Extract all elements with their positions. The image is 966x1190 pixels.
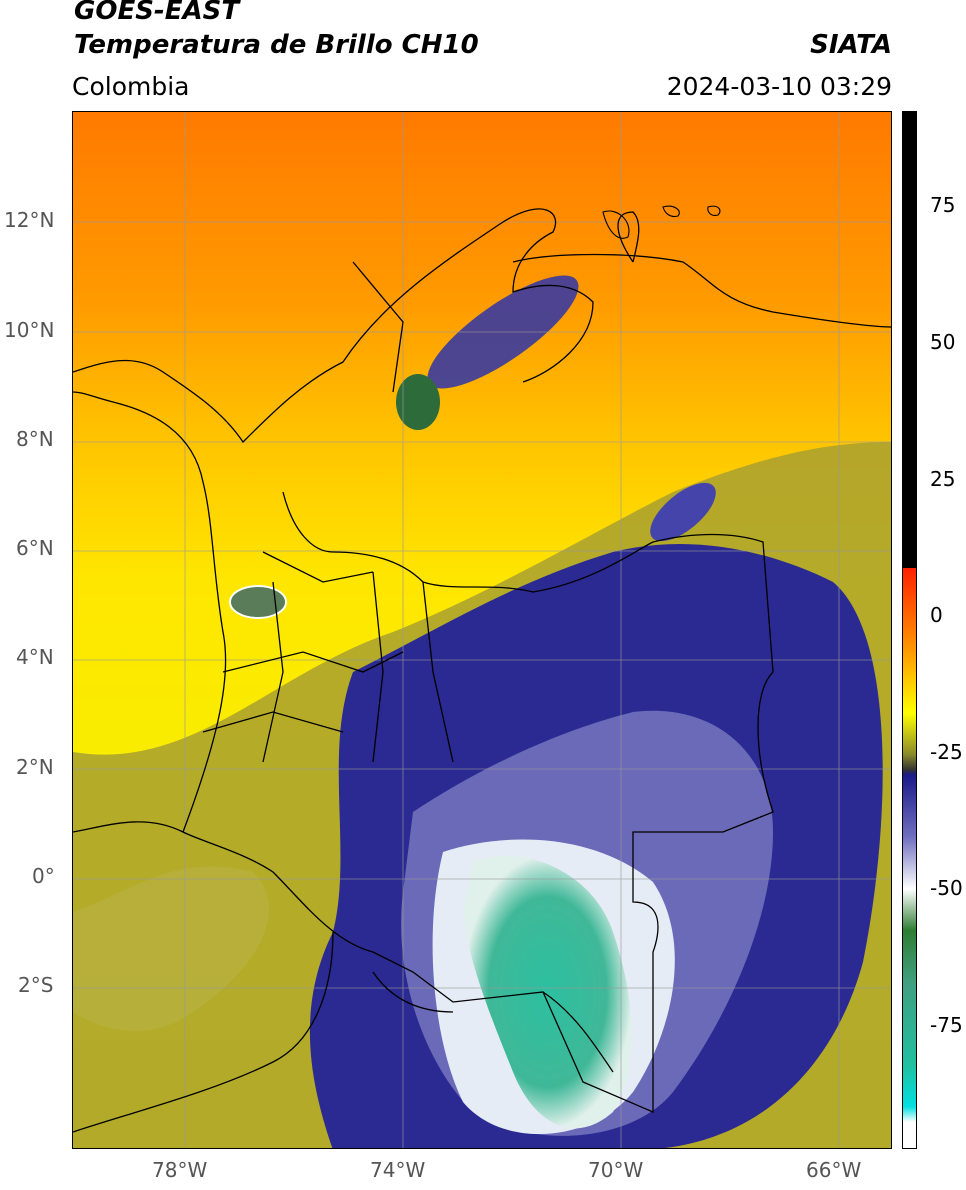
region-label: Colombia xyxy=(72,72,190,101)
product-title: Temperatura de Brillo CH10 xyxy=(74,30,479,60)
lat-label-12n: 12°N xyxy=(4,208,55,232)
lon-label-70w: 70°W xyxy=(588,1158,644,1182)
cloud-cell-west xyxy=(229,585,287,619)
olive-west-patch xyxy=(73,866,270,1031)
graticule xyxy=(73,112,891,1148)
colorbar-tick-neg50: -50 xyxy=(930,876,963,900)
cloud-cell-north xyxy=(396,374,440,430)
cloud-cell-east xyxy=(650,482,716,542)
lat-label-4n: 4°N xyxy=(16,645,54,669)
borders xyxy=(73,208,891,1133)
lat-label-0: 0° xyxy=(32,864,55,888)
colorbar-tick-25: 25 xyxy=(930,467,956,491)
lon-label-78w: 78°W xyxy=(152,1158,208,1182)
colorbar-tick-0: 0 xyxy=(930,603,943,627)
brightness-temperature-field xyxy=(73,112,891,1148)
coldest-cloud-tops xyxy=(463,855,632,1129)
satellite-map xyxy=(72,111,892,1149)
colorbar-tick-neg75: -75 xyxy=(930,1013,963,1037)
lon-label-74w: 74°W xyxy=(370,1158,426,1182)
lon-label-66w: 66°W xyxy=(806,1158,862,1182)
org-title: SIATA xyxy=(810,30,892,60)
colorbar-tick-75: 75 xyxy=(930,193,956,217)
satellite-title: GOES-EAST xyxy=(74,0,240,26)
lat-label-8n: 8°N xyxy=(16,427,54,451)
lat-label-10n: 10°N xyxy=(4,318,55,342)
temperature-colorbar xyxy=(902,111,917,1149)
lat-label-6n: 6°N xyxy=(16,536,54,560)
colorbar-tick-50: 50 xyxy=(930,330,956,354)
islands xyxy=(602,205,721,239)
lat-label-2n: 2°N xyxy=(16,755,54,779)
colorbar-tick-neg25: -25 xyxy=(930,740,963,764)
datetime-label: 2024-03-10 03:29 xyxy=(666,72,892,101)
lat-label-2s: 2°S xyxy=(18,973,54,997)
